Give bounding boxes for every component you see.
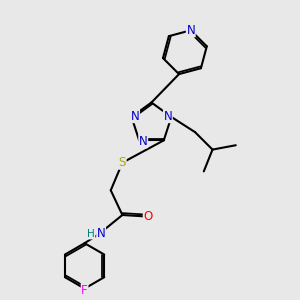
Text: N: N	[97, 227, 106, 240]
Text: H: H	[87, 229, 95, 239]
Text: N: N	[131, 110, 140, 123]
Text: S: S	[119, 156, 126, 169]
Text: O: O	[143, 210, 153, 223]
Text: N: N	[139, 135, 148, 148]
Text: F: F	[81, 284, 88, 296]
Text: N: N	[186, 24, 195, 37]
Text: N: N	[164, 110, 172, 123]
